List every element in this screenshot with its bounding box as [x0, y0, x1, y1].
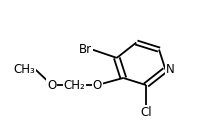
Text: O: O [93, 79, 102, 91]
Text: O: O [47, 79, 57, 91]
Text: Cl: Cl [140, 106, 152, 119]
Text: Br: Br [79, 43, 92, 56]
Text: CH₃: CH₃ [13, 63, 35, 76]
Text: N: N [166, 63, 175, 76]
Text: CH₂: CH₂ [64, 79, 85, 91]
